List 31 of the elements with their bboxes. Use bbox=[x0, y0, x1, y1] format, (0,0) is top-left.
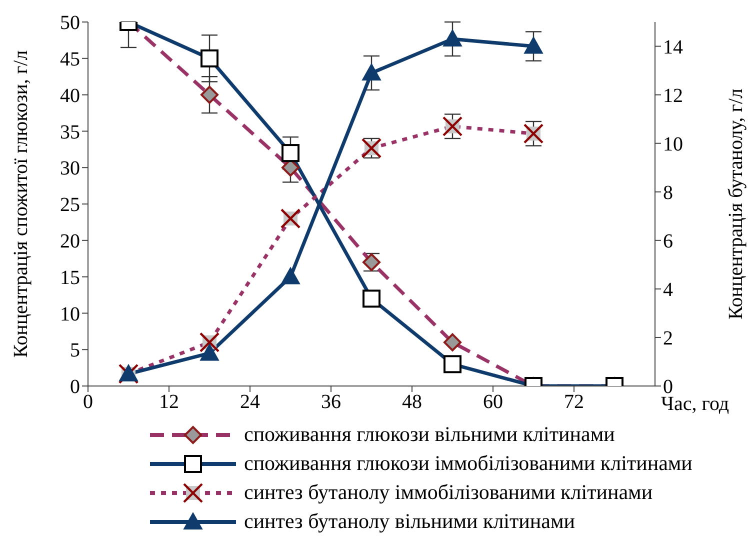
legend-label: синтез бутанолу іммобілізованими клітинами bbox=[244, 480, 653, 505]
y-tick-label: 25 bbox=[60, 194, 80, 216]
y-tick-label: 30 bbox=[60, 158, 80, 180]
y-tick-label: 5 bbox=[70, 340, 80, 362]
x-tick-label: 36 bbox=[321, 391, 341, 414]
y2-tick-label: 2 bbox=[663, 328, 673, 350]
y2-tick-label: 4 bbox=[663, 279, 673, 302]
y2-tick-label: 10 bbox=[663, 133, 683, 156]
y-tick-label: 35 bbox=[60, 121, 80, 144]
x-tick-label: 48 bbox=[402, 391, 422, 414]
y-tick-label: 40 bbox=[60, 84, 80, 107]
x-tick-label: 12 bbox=[159, 391, 179, 414]
y2-tick-label: 6 bbox=[663, 230, 673, 252]
x-tick-label: 60 bbox=[483, 391, 503, 414]
legend-label: споживання глюкози вільними клітинами bbox=[244, 422, 615, 447]
legend-label: споживання глюкози іммобілізованими клітинами bbox=[244, 451, 692, 476]
y-tick-label: 15 bbox=[60, 266, 80, 289]
y-tick-label: 45 bbox=[60, 48, 80, 70]
y-tick-label: 10 bbox=[60, 303, 80, 326]
y-tick-label: 50 bbox=[60, 12, 80, 34]
legend-label: синтез бутанолу вільними клітинами bbox=[244, 509, 576, 534]
y2-axis-title: Концентрація бутанолу, г/л bbox=[725, 88, 748, 320]
y2-tick-label: 14 bbox=[663, 36, 683, 58]
y-tick-label: 0 bbox=[70, 376, 80, 398]
y-axis-title: Концентрація спожитої глюкози, г/л bbox=[10, 50, 32, 358]
y2-tick-label: 12 bbox=[663, 84, 683, 107]
x-tick-label: 72 bbox=[564, 391, 584, 414]
y-tick-label: 20 bbox=[60, 230, 80, 252]
x-tick-label: 24 bbox=[240, 391, 260, 414]
x-axis-title: Час, год bbox=[661, 393, 730, 415]
y2-tick-label: 8 bbox=[663, 182, 673, 204]
